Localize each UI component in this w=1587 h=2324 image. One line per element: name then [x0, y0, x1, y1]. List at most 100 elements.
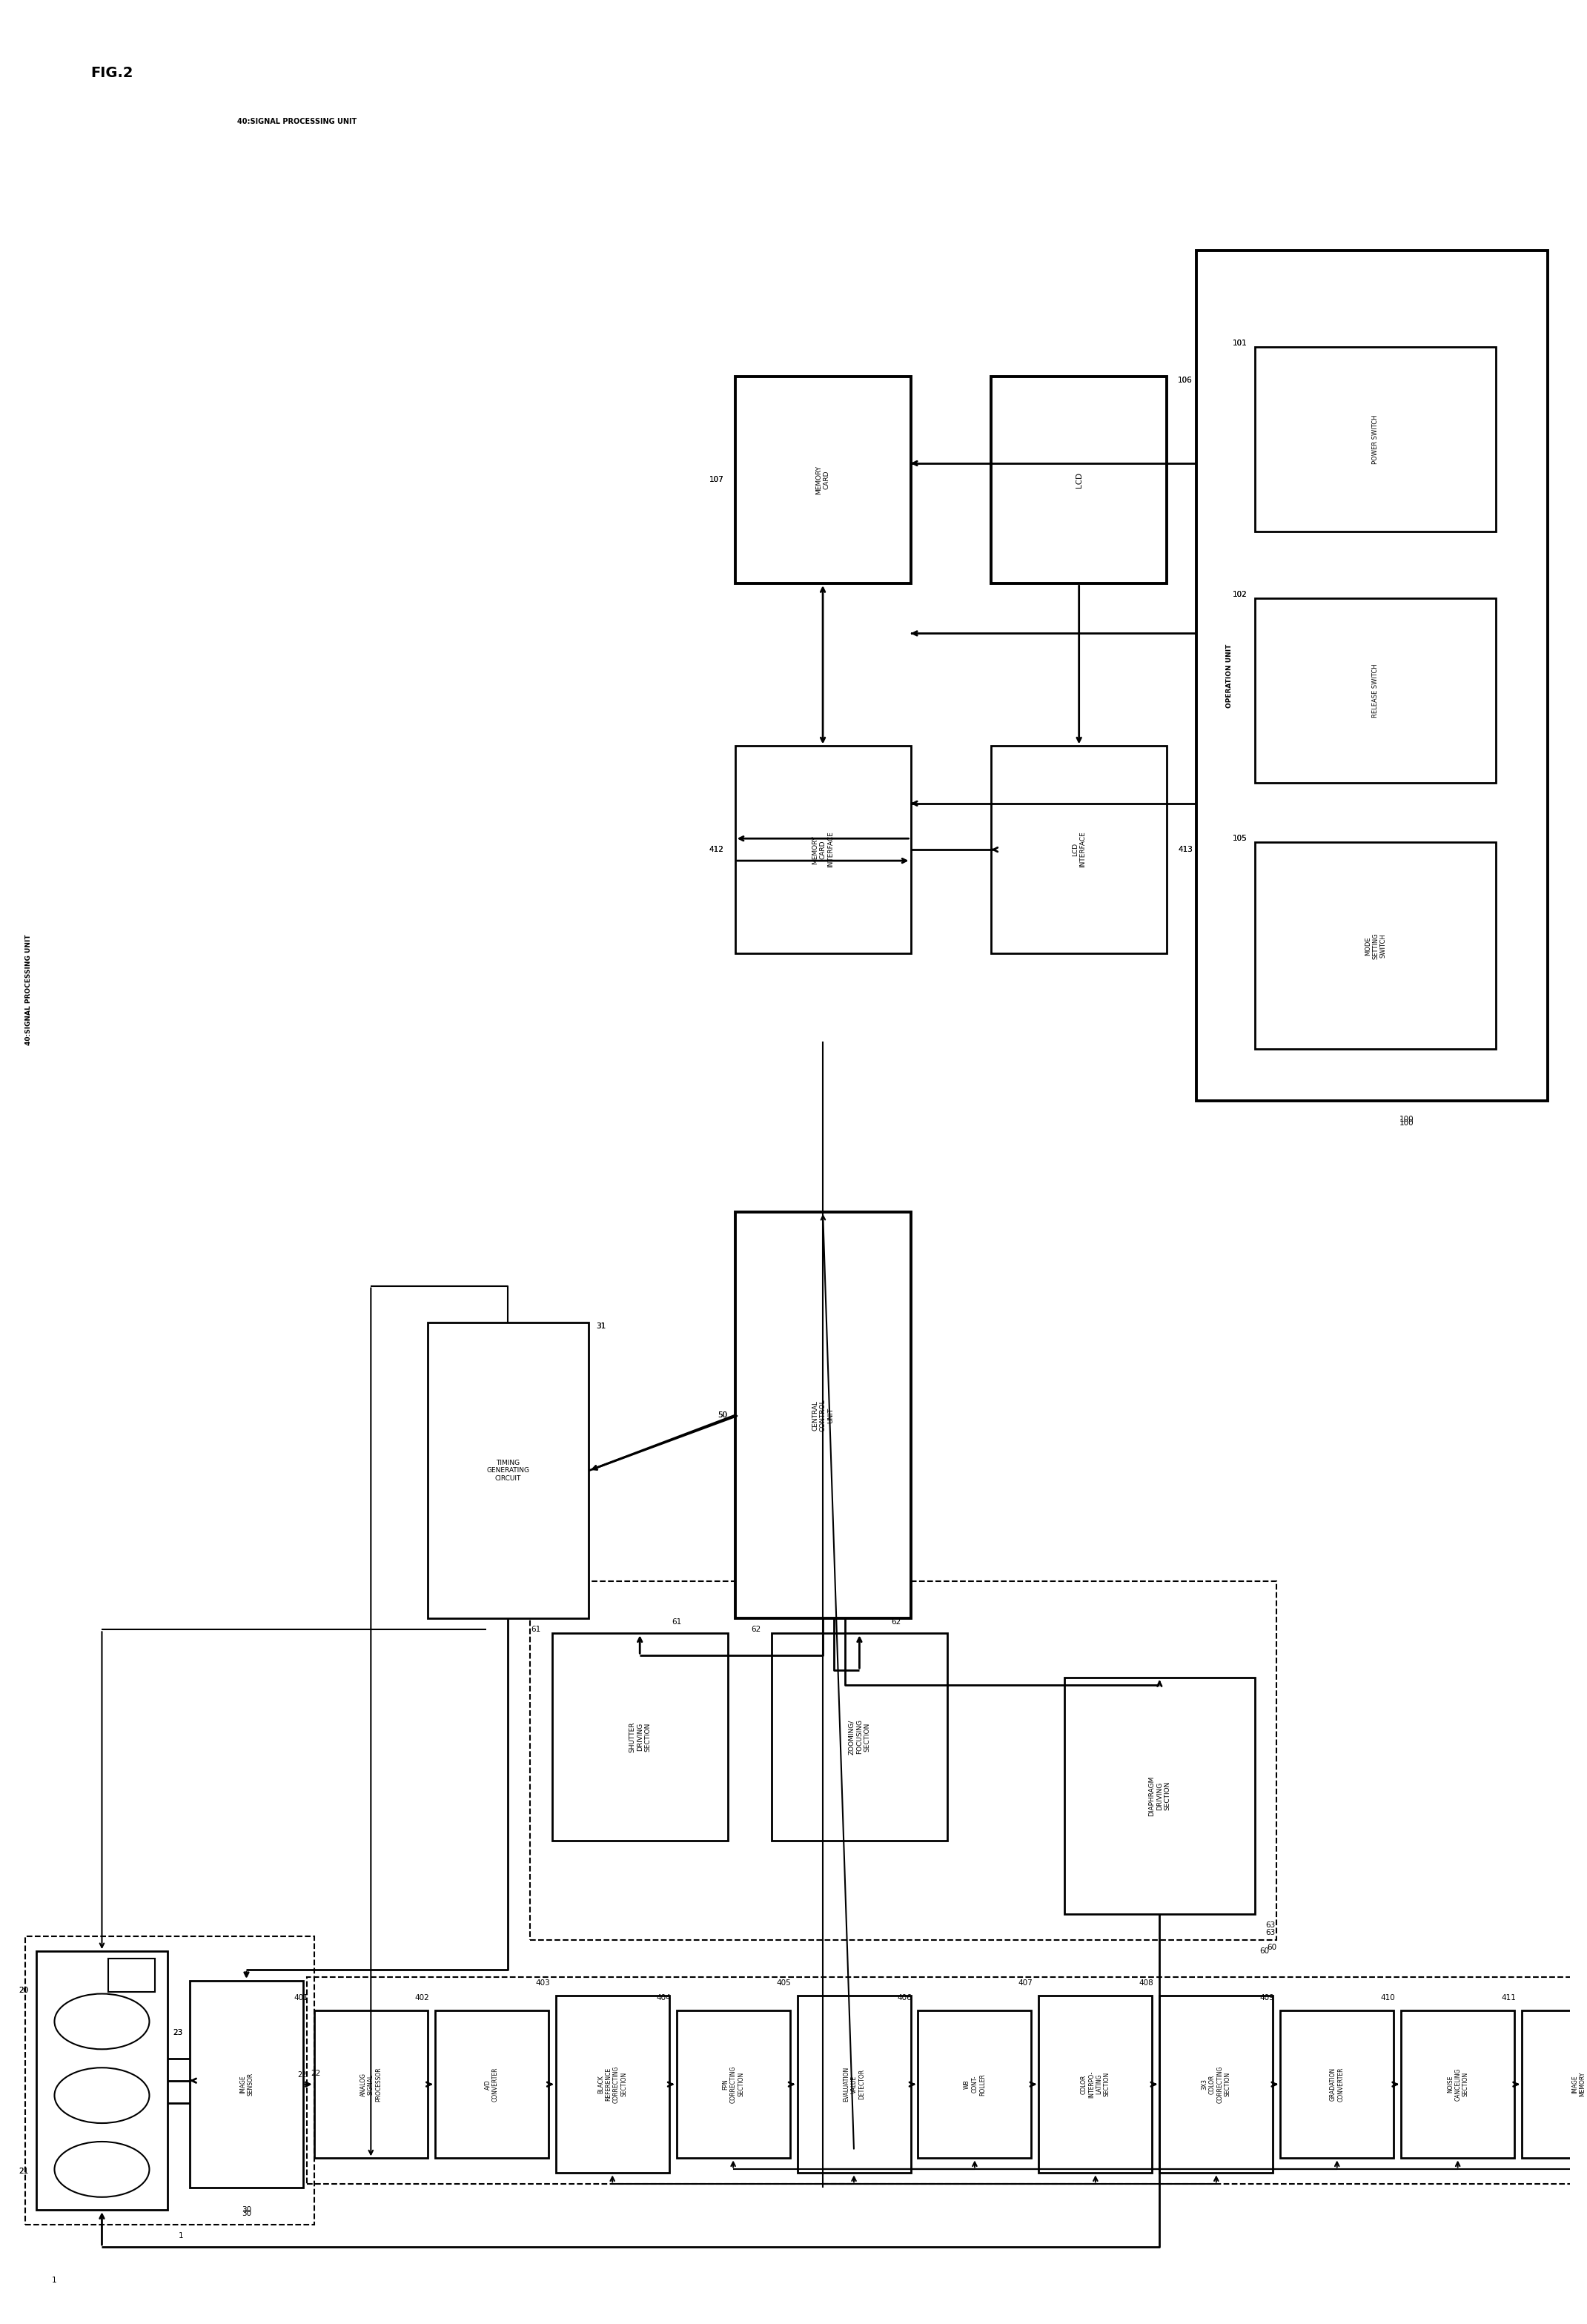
- Text: MEMORY
CARD: MEMORY CARD: [816, 465, 830, 495]
- Text: 412: 412: [709, 846, 724, 853]
- Text: 20: 20: [19, 1987, 29, 1994]
- Text: 413: 413: [1178, 846, 1192, 853]
- Text: DIAPHRAGM
DRIVING
SECTION: DIAPHRAGM DRIVING SECTION: [1149, 1776, 1171, 1815]
- Bar: [735, 1211, 911, 1618]
- Bar: [1255, 841, 1497, 1048]
- Text: FPN
CORRECTING
SECTION: FPN CORRECTING SECTION: [722, 2066, 744, 2103]
- Text: 62: 62: [892, 1618, 901, 1627]
- Bar: [735, 746, 911, 953]
- Text: 101: 101: [1233, 339, 1247, 346]
- Text: POWER SWITCH: POWER SWITCH: [1373, 414, 1379, 465]
- Bar: [306, 1978, 1587, 2185]
- Text: 31: 31: [597, 1322, 606, 1329]
- Bar: [992, 376, 1166, 583]
- Text: 401: 401: [294, 1994, 308, 2001]
- Bar: [108, 1959, 154, 1992]
- Text: 405: 405: [776, 1980, 792, 1987]
- Text: 20: 20: [19, 1987, 29, 1994]
- Text: SHUTTER
DRIVING
SECTION: SHUTTER DRIVING SECTION: [628, 1722, 651, 1752]
- Bar: [314, 2010, 427, 2159]
- Bar: [530, 1583, 1276, 1941]
- Text: 61: 61: [532, 1627, 541, 1634]
- Bar: [676, 2010, 790, 2159]
- Text: 1: 1: [52, 2278, 57, 2284]
- Text: 21: 21: [19, 2168, 29, 2175]
- Text: 407: 407: [1019, 1980, 1033, 1987]
- Text: 106: 106: [1178, 376, 1192, 383]
- Text: 107: 107: [709, 476, 724, 483]
- Text: 31: 31: [597, 1322, 606, 1329]
- Text: 408: 408: [1139, 1980, 1154, 1987]
- Bar: [735, 376, 911, 583]
- Bar: [1197, 251, 1547, 1102]
- Bar: [435, 2010, 549, 2159]
- Text: 23: 23: [173, 2029, 183, 2036]
- Bar: [1401, 2010, 1514, 2159]
- Text: ZOOMING/
FOCUSING
SECTION: ZOOMING/ FOCUSING SECTION: [849, 1720, 871, 1755]
- Text: IMAGE
SENSOR: IMAGE SENSOR: [240, 2073, 254, 2096]
- Text: IMAGE
MEMORY: IMAGE MEMORY: [1571, 2073, 1585, 2096]
- Bar: [1522, 2010, 1587, 2159]
- Bar: [190, 1980, 303, 2187]
- Text: GRADATION
CONVERTER: GRADATION CONVERTER: [1330, 2066, 1344, 2101]
- Text: 412: 412: [709, 846, 724, 853]
- Text: 22: 22: [298, 2071, 306, 2078]
- Text: ANALOG
SIGNAL
PROCESSOR: ANALOG SIGNAL PROCESSOR: [360, 2066, 382, 2101]
- Text: RELEASE SWITCH: RELEASE SWITCH: [1373, 665, 1379, 718]
- Text: 107: 107: [709, 476, 724, 483]
- Text: 102: 102: [1233, 590, 1247, 597]
- Bar: [992, 746, 1166, 953]
- Bar: [1255, 597, 1497, 783]
- Text: 100: 100: [1400, 1116, 1414, 1122]
- Bar: [1039, 1996, 1152, 2173]
- Text: LCD: LCD: [1076, 472, 1082, 488]
- Text: 1: 1: [179, 2231, 184, 2240]
- Text: 30: 30: [241, 2210, 251, 2217]
- Text: 406: 406: [898, 1994, 913, 2001]
- Text: 50: 50: [717, 1411, 728, 1420]
- Text: 409: 409: [1260, 1994, 1274, 2001]
- Text: 402: 402: [414, 1994, 428, 2001]
- Text: TIMING
GENERATING
CIRCUIT: TIMING GENERATING CIRCUIT: [487, 1459, 530, 1483]
- Text: 105: 105: [1233, 834, 1247, 841]
- Bar: [427, 1322, 589, 1618]
- Text: 3X3
COLOR
CORRECTING
SECTION: 3X3 COLOR CORRECTING SECTION: [1201, 2066, 1232, 2103]
- Bar: [555, 1996, 670, 2173]
- Text: BLACK
REFERENCE
CORRECTING
SECTION: BLACK REFERENCE CORRECTING SECTION: [598, 2066, 627, 2103]
- Text: 40:SIGNAL PROCESSING UNIT: 40:SIGNAL PROCESSING UNIT: [25, 934, 32, 1046]
- Text: 30: 30: [241, 2205, 251, 2215]
- Bar: [1281, 2010, 1393, 2159]
- Text: MODE
SETTING
SWITCH: MODE SETTING SWITCH: [1365, 932, 1387, 960]
- Text: 50: 50: [717, 1411, 728, 1420]
- Text: CENTRAL
CONTROL
UNIT: CENTRAL CONTROL UNIT: [813, 1399, 833, 1432]
- Text: 22: 22: [311, 2068, 321, 2078]
- Text: 61: 61: [671, 1618, 681, 1627]
- Text: 21: 21: [19, 2168, 29, 2175]
- Bar: [37, 1952, 168, 2210]
- Text: COLOR
INTERPO-
LATING
SECTION: COLOR INTERPO- LATING SECTION: [1081, 2071, 1111, 2099]
- Text: A/D
CONVERTER: A/D CONVERTER: [484, 2066, 498, 2101]
- Text: 413: 413: [1178, 846, 1192, 853]
- Text: 410: 410: [1381, 1994, 1395, 2001]
- Text: 60: 60: [1260, 1948, 1270, 1954]
- Text: 411: 411: [1501, 1994, 1516, 2001]
- Text: WB
CONT-
ROLLER: WB CONT- ROLLER: [963, 2073, 986, 2096]
- Bar: [25, 1936, 314, 2224]
- Text: 60: 60: [1266, 1943, 1276, 1952]
- Bar: [917, 2010, 1032, 2159]
- Text: 106: 106: [1178, 376, 1192, 383]
- Text: 62: 62: [751, 1627, 760, 1634]
- Text: FIG.2: FIG.2: [90, 65, 133, 79]
- Text: NOISE
CANCELING
SECTION: NOISE CANCELING SECTION: [1447, 2068, 1470, 2101]
- Bar: [552, 1634, 728, 1841]
- Text: 105: 105: [1233, 834, 1247, 841]
- Bar: [1065, 1678, 1255, 1915]
- Text: 404: 404: [655, 1994, 671, 2001]
- Bar: [1255, 346, 1497, 532]
- Text: OPERATION UNIT: OPERATION UNIT: [1225, 644, 1233, 709]
- Text: 23: 23: [173, 2029, 183, 2036]
- Bar: [797, 1996, 911, 2173]
- Text: LCD
INTERFACE: LCD INTERFACE: [1071, 832, 1086, 867]
- Text: 101: 101: [1233, 339, 1247, 346]
- Text: 100: 100: [1400, 1120, 1414, 1127]
